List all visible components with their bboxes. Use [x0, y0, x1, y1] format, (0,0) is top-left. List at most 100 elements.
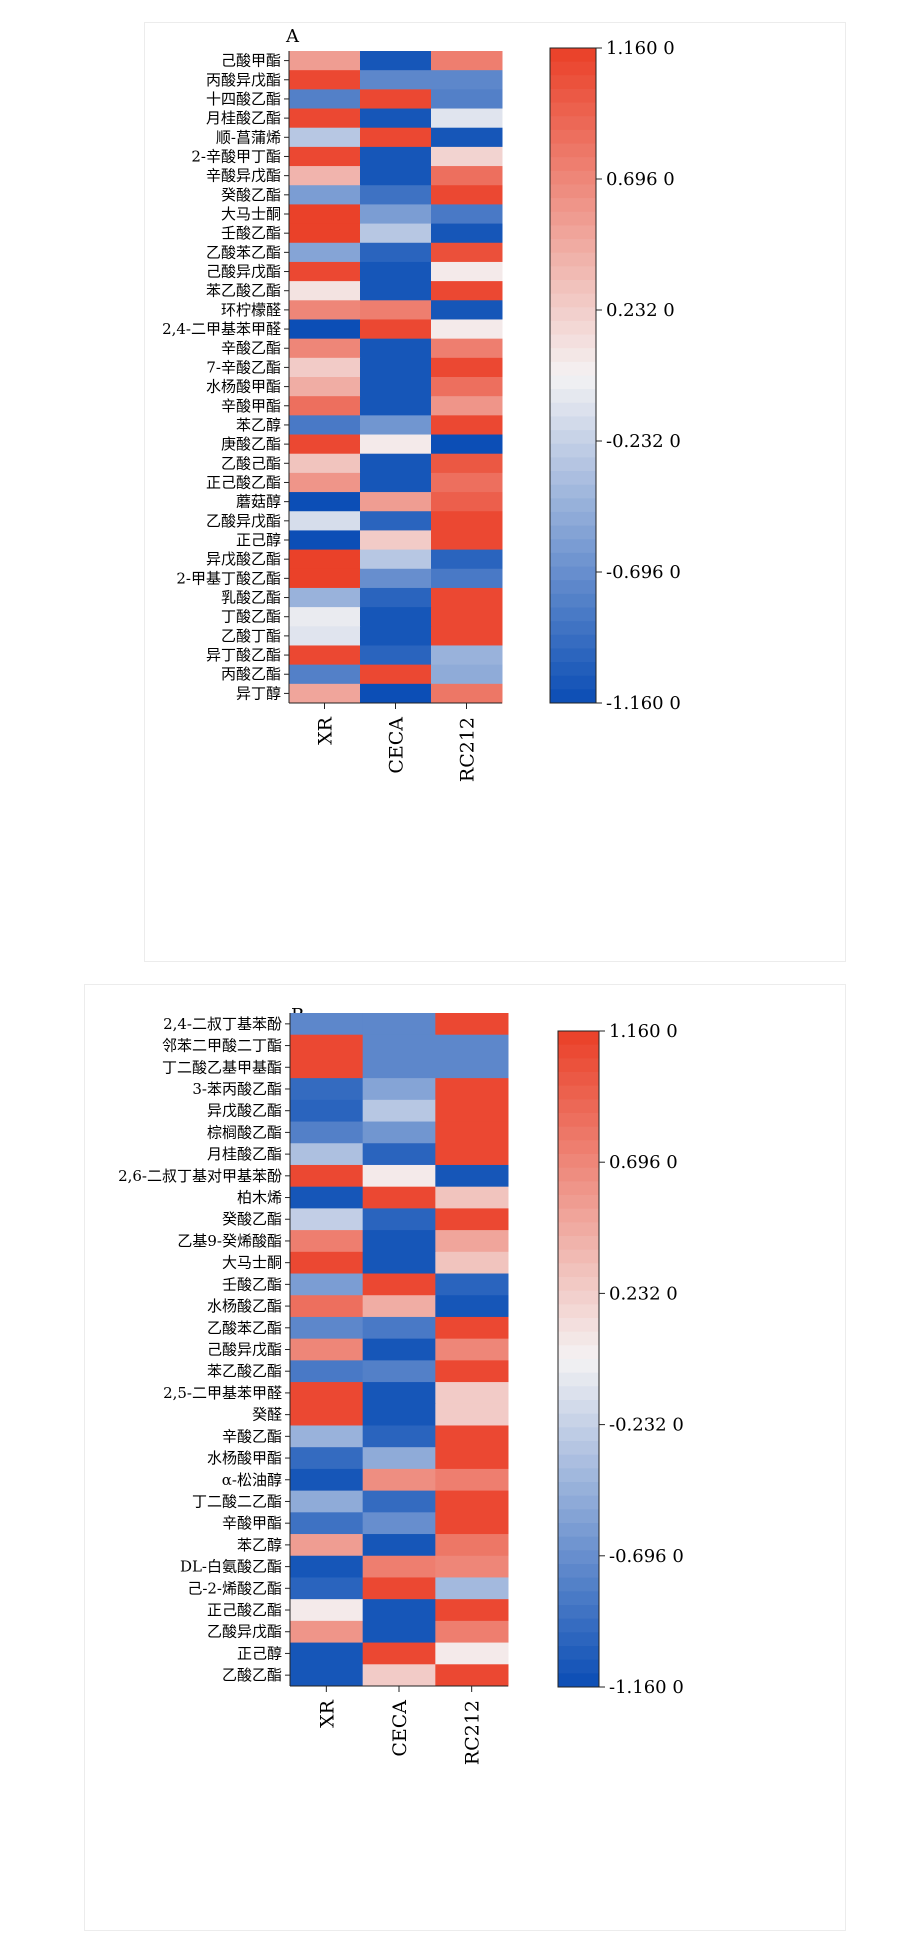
heatmap-cell	[360, 261, 432, 282]
colorbar-tick-label: 0.232 0	[606, 300, 675, 321]
row-label: 2,5-二甲基苯甲醛	[163, 1384, 282, 1402]
row-label: 水杨酸乙酯	[207, 1297, 282, 1315]
heatmap-cell	[362, 1512, 436, 1535]
row-label: 乙酸苯乙酯	[206, 243, 281, 261]
colorbar-tick-label: -1.160 0	[606, 693, 681, 714]
heatmap-cell	[362, 1555, 436, 1578]
heatmap-cell	[289, 587, 361, 608]
heatmap-cell	[360, 377, 432, 397]
heatmap-cell	[362, 1208, 436, 1231]
heatmap-cell	[290, 1338, 364, 1361]
colorbar-segment	[550, 102, 596, 117]
colorbar-segment	[558, 1249, 599, 1264]
heatmap-cell	[289, 664, 361, 685]
row-label: 乙酸异戊酯	[207, 1623, 282, 1641]
colorbar-segment	[558, 1372, 599, 1387]
row-label: 2-甲基丁酸乙酯	[176, 569, 281, 587]
heatmap-cell	[360, 319, 432, 340]
heatmap-cell	[435, 1447, 509, 1470]
row-label: 乙酸乙酯	[222, 1666, 282, 1684]
colorbar-segment	[558, 1509, 599, 1524]
colorbar-segment	[558, 1673, 599, 1688]
heatmap-cell	[431, 204, 503, 225]
heatmap-cell	[431, 453, 503, 474]
colorbar-tick-label: -0.696 0	[609, 1546, 684, 1567]
heatmap-cell	[431, 587, 503, 608]
colorbar-segment	[558, 1195, 599, 1210]
heatmap-cell	[435, 1208, 509, 1231]
heatmap-cell	[360, 511, 432, 531]
heatmap-cell	[360, 492, 432, 512]
heatmap-cell	[431, 357, 503, 378]
heatmap-cell	[431, 683, 503, 704]
heatmap-cell	[431, 223, 503, 244]
heatmap-cell	[431, 549, 503, 570]
row-label: 乙酸苯乙酯	[207, 1319, 282, 1337]
heatmap-b-svg: B2,4-二叔丁基苯酚邻苯二甲酸二丁酯丁二酸乙基甲基酯3-苯丙酸乙酯异戊酸乙酯棕…	[118, 1005, 684, 1765]
colorbar-segment	[550, 157, 596, 172]
row-label: 己酸甲酯	[221, 52, 281, 70]
column-label: XR	[316, 1699, 338, 1728]
heatmap-cell	[289, 530, 361, 551]
heatmap-cell	[289, 645, 361, 666]
row-label: 苯乙醇	[236, 416, 281, 434]
colorbar-segment	[550, 593, 596, 608]
row-label: 丙酸乙酯	[221, 665, 281, 683]
heatmap-cell	[290, 1230, 364, 1253]
heatmap-cell	[435, 1078, 509, 1101]
heatmap-cell	[435, 1034, 509, 1057]
heatmap-cell	[435, 1013, 509, 1036]
colorbar-segment	[558, 1099, 599, 1114]
row-label: 正己酸乙酯	[206, 473, 281, 491]
colorbar-segment	[558, 1044, 599, 1059]
colorbar-segment	[550, 621, 596, 636]
colorbar-segment	[558, 1154, 599, 1169]
heatmap-cell	[360, 108, 432, 129]
colorbar-segment	[558, 1208, 599, 1223]
heatmap-cell	[289, 166, 361, 186]
row-label: 异丁醇	[236, 684, 281, 702]
row-label: 辛酸乙酯	[221, 339, 281, 357]
heatmap-cell	[431, 377, 503, 397]
row-label: 异戊酸乙酯	[207, 1102, 282, 1120]
heatmap-cell	[289, 51, 361, 71]
heatmap-cell	[289, 146, 361, 167]
colorbar-segment	[558, 1236, 599, 1251]
heatmap-cell	[289, 683, 361, 704]
heatmap-cell	[290, 1512, 364, 1535]
row-label: 异丁酸乙酯	[206, 646, 281, 664]
colorbar-segment	[558, 1564, 599, 1579]
row-label: 乙基9-癸烯酸酯	[177, 1232, 282, 1250]
heatmap-cell	[289, 242, 361, 263]
heatmap-cell	[431, 568, 503, 589]
column-label: RC212	[457, 717, 479, 782]
row-label: 大马士酮	[222, 1254, 282, 1272]
colorbar-segment	[558, 1290, 599, 1305]
heatmap-cell	[431, 626, 503, 646]
colorbar-segment	[558, 1031, 599, 1046]
heatmap-cell	[289, 357, 361, 378]
heatmap-cell	[360, 300, 432, 320]
row-label: 庚酸乙酯	[221, 435, 281, 453]
colorbar-segment	[550, 75, 596, 90]
colorbar-segment	[558, 1646, 599, 1661]
colorbar-segment	[550, 143, 596, 158]
colorbar-segment	[558, 1577, 599, 1592]
panel-b-frame	[84, 984, 846, 1931]
colorbar-segment	[550, 348, 596, 363]
row-label: 水杨酸甲酯	[207, 1449, 282, 1467]
colorbar-tick-label: -0.696 0	[606, 562, 681, 583]
colorbar-segment	[550, 498, 596, 513]
heatmap-cell	[435, 1056, 509, 1079]
colorbar-border	[557, 1030, 600, 1688]
heatmap-cell	[431, 396, 503, 416]
colorbar-segment	[550, 361, 596, 376]
heatmap-cell	[289, 261, 361, 282]
colorbar-border	[549, 47, 597, 704]
heatmap-cell	[289, 204, 361, 225]
heatmap-cell	[289, 607, 361, 627]
column-label: CECA	[386, 717, 408, 774]
row-label: α-松油醇	[222, 1471, 282, 1489]
heatmap-cell	[290, 1208, 364, 1231]
colorbar-segment	[558, 1427, 599, 1442]
